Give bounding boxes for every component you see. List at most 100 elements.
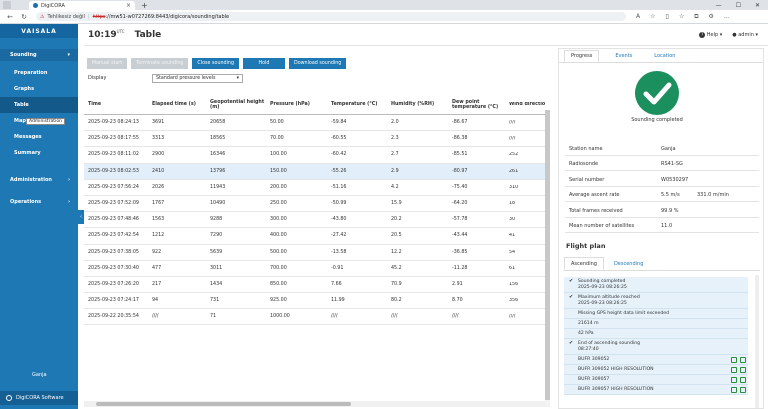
scroll-thumb[interactable] — [96, 402, 351, 406]
table-cell: //// — [509, 314, 516, 320]
column-header[interactable]: Humidity (%RH) — [391, 102, 435, 107]
export-icon[interactable] — [731, 387, 737, 393]
flight-plan-event[interactable]: 21614 m — [564, 319, 748, 329]
help-label: Help — [706, 31, 719, 38]
table-row[interactable]: 2025-09-23 08:17:55 3313 18565 70.00 -60.55 2… — [84, 131, 545, 148]
flight-plan-event[interactable]: ✔ End of ascending sounding 08:27:40 — [564, 339, 748, 355]
flight-plan-event[interactable]: 42 hPa — [564, 329, 748, 339]
event-text: Maximum altitude reached — [578, 294, 640, 300]
sidebar-item-map[interactable]: Map — [14, 118, 26, 124]
table-row[interactable]: 2025-09-22 20:35:54 //// 71 1000.00 //// ////… — [84, 309, 545, 326]
download-sounding-button[interactable]: Download sounding — [289, 58, 347, 69]
maximize-icon[interactable]: ☐ — [735, 1, 741, 9]
send-icon[interactable] — [740, 387, 746, 393]
more-icon[interactable]: … — [723, 12, 730, 20]
field-value: 99.9 % — [661, 208, 679, 214]
tab-events[interactable]: Events — [615, 53, 633, 59]
table-row[interactable]: 2025-09-23 07:30:40 477 3011 700.00 -0.91 45.… — [84, 261, 545, 277]
column-header[interactable]: Pressure (hPa) — [270, 102, 310, 107]
column-header[interactable]: Geopotential height (m) — [210, 99, 265, 110]
table-cell: -80.97 — [452, 168, 468, 174]
table-cell: 250.00 — [270, 201, 287, 207]
help-menu[interactable]: ? Help ▾ — [699, 31, 723, 38]
split-icon[interactable]: ▯ — [665, 12, 669, 20]
export-icon[interactable] — [731, 377, 737, 383]
send-icon[interactable] — [740, 357, 746, 363]
column-header[interactable]: Dew point temperature (°C) — [452, 99, 499, 110]
field-label: Radiosonde — [569, 161, 599, 167]
table-row[interactable]: 2025-09-23 08:02:53 2410 13796 150.00 -55.26… — [84, 163, 545, 180]
reload-icon[interactable]: ↻ — [21, 12, 27, 21]
column-header[interactable]: Time — [88, 102, 102, 107]
table-cell: 200.00 — [270, 184, 287, 190]
sidebar-item-preparation[interactable]: Preparation — [14, 70, 48, 76]
column-header[interactable]: Temperature (°C) — [331, 102, 378, 107]
table-row[interactable]: 2025-09-23 07:24:17 94 731 925.00 11.99 80.2 8… — [84, 293, 545, 310]
new-tab-icon[interactable]: + — [141, 0, 148, 10]
sidebar-item-graphs[interactable]: Graphs — [14, 86, 35, 92]
window-close-icon[interactable]: ✕ — [754, 1, 760, 9]
tab-progress[interactable]: Progress — [564, 50, 600, 62]
manual-start-button[interactable]: Manual start — [87, 58, 128, 69]
table-cell: 2025-09-23 07:26:20 — [88, 281, 139, 287]
table-row[interactable]: 2025-09-23 07:56:24 2026 11943 200.00 -51.16… — [84, 180, 545, 196]
sidebar-section-operations[interactable]: Operations › — [0, 191, 78, 213]
table-row[interactable]: 2025-09-23 07:26:20 217 1434 850.00 7.66 70.9… — [84, 277, 545, 294]
sidebar-item-summary[interactable]: Summary — [14, 150, 41, 156]
table-row[interactable]: 2025-09-23 07:42:54 1212 7290 400.00 -27.42 2… — [84, 228, 545, 245]
table-cell: 300.00 — [270, 217, 287, 223]
tab-location[interactable]: Location — [654, 53, 676, 59]
minimize-icon[interactable]: — — [715, 1, 722, 9]
send-icon[interactable] — [740, 367, 746, 373]
field-label: Station name — [569, 146, 603, 152]
export-icon[interactable] — [731, 357, 737, 363]
panel-scrollbar[interactable] — [755, 275, 759, 408]
close-sounding-button[interactable]: Close sounding — [192, 58, 239, 69]
table-cell: 2025-09-23 08:02:53 — [88, 168, 139, 174]
browser-tab[interactable]: DigiCORA × — [29, 1, 135, 10]
tab-descending[interactable]: Descending — [613, 260, 644, 267]
table-row[interactable]: 2025-09-23 07:48:46 1563 9288 300.00 -43.80 2… — [84, 212, 545, 229]
table-row[interactable]: 2025-09-23 07:52:09 1767 10490 250.00 -50.99… — [84, 196, 545, 213]
tab-ascending[interactable]: Ascending — [564, 257, 604, 270]
table-row[interactable]: 2025-09-23 07:38:05 922 5639 500.00 -13.58 12… — [84, 245, 545, 261]
table-row[interactable]: 2025-09-23 08:11:02 2900 16346 100.00 -60.42… — [84, 147, 545, 164]
extensions-icon[interactable]: ⚙ — [708, 12, 714, 20]
url-field[interactable]: ⚠ Tehlikesiz değil | https://mw51-w07272… — [36, 12, 626, 21]
flight-plan-event[interactable]: ✔ Sounding completed 2025-09-23 08:26:25 — [564, 277, 748, 293]
browser-menu-icon[interactable] — [3, 1, 11, 9]
user-menu[interactable]: ● admin ▾ — [732, 31, 758, 38]
table-cell: 2025-09-23 07:48:46 — [88, 217, 139, 223]
collapse-sidebar-icon[interactable]: ‹ — [78, 210, 84, 224]
sidebar-section-administration[interactable]: Administration › — [0, 169, 78, 191]
send-icon[interactable] — [740, 377, 746, 383]
favorites-icon[interactable]: ☆ — [678, 12, 685, 20]
flight-plan-event[interactable]: BUFR 309052 HIGH RESOLUTION — [564, 365, 748, 375]
event-text: BUFR 309052 — [578, 356, 610, 362]
hold-button[interactable]: Hold — [243, 58, 285, 69]
sidebar-item-table[interactable]: Table — [0, 97, 78, 113]
collections-icon[interactable]: ⧉ — [694, 12, 699, 20]
flight-plan-event[interactable]: BUFR 309057 — [564, 375, 748, 385]
table-row[interactable]: 2025-09-23 08:24:13 3691 20658 50.00 -59.84 2… — [84, 115, 545, 132]
sidebar-item-messages[interactable]: Messages — [14, 134, 42, 140]
read-aloud-icon[interactable]: A — [636, 12, 641, 20]
favorite-icon[interactable]: ☆ — [650, 12, 656, 20]
flight-plan-event[interactable]: ✔ Maximum altitude reached 2025-09-23 08:2… — [564, 293, 748, 309]
close-tab-icon[interactable]: × — [125, 2, 131, 9]
horizontal-scrollbar[interactable] — [84, 401, 545, 407]
column-header[interactable]: Wind direction — [509, 102, 545, 107]
flight-plan-event[interactable]: BUFR 309052 — [564, 355, 748, 365]
back-icon[interactable]: ← — [7, 12, 13, 21]
scroll-thumb[interactable] — [545, 110, 550, 400]
terminate-sounding-button[interactable]: Terminate sounding — [131, 58, 189, 69]
flight-plan-event[interactable]: Missing GPS height data limit exceeded — [564, 309, 748, 319]
sidebar-section-sounding[interactable]: Sounding ▾ — [0, 49, 78, 61]
column-header[interactable]: Elapsed time (s) — [152, 102, 196, 107]
table-cell: -13.58 — [331, 249, 347, 255]
table-cell: 3691 — [152, 120, 165, 126]
export-icon[interactable] — [731, 367, 737, 373]
display-select[interactable]: Standard pressure levels ▾ — [152, 74, 243, 83]
vertical-scrollbar[interactable] — [545, 110, 550, 407]
flight-plan-event[interactable]: BUFR 309057 HIGH RESOLUTION — [564, 385, 748, 395]
